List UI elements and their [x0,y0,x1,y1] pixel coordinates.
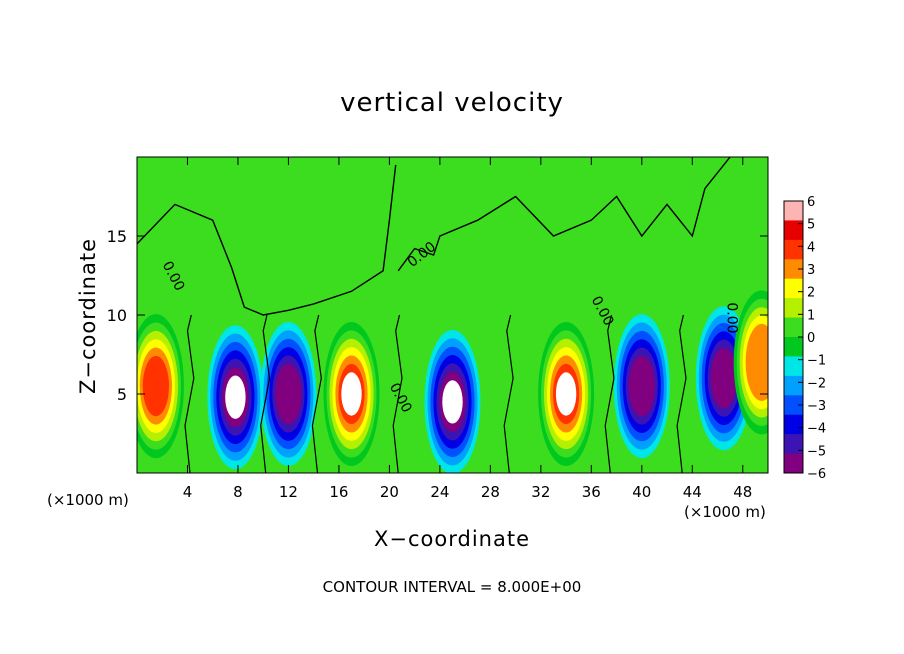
colorbar-tick-label: 6 [807,195,815,210]
contour-line [137,164,397,316]
y-tick-label: 5 [117,385,127,404]
velocity-cell [424,329,481,473]
velocity-band [225,375,246,419]
x-tick-label: 32 [531,483,550,501]
contour-line [260,314,271,473]
y-axis-label: Z−coordinate [76,238,100,394]
y-axis-ticks: 5 10 15 [107,227,768,404]
colorbar-swatch [784,259,803,280]
x-tick-label: 24 [430,483,449,501]
velocity-band [341,372,362,416]
colorbar-tick-label: −4 [807,422,826,437]
velocity-cell [538,322,595,466]
contour-line [184,314,195,473]
x-axis-label: X−coordinate [374,527,530,551]
contour-line [604,314,615,473]
x-tick-label: 4 [183,483,193,501]
colorbar-tick-label: 0 [807,331,815,346]
colorbar: 6 5 4 3 2 1 0 −1 −2 −3 −4 −5 −6 [783,195,826,482]
contour-line [397,157,731,272]
colorbar-swatch [784,434,803,455]
colorbar-swatch [784,201,803,221]
colorbar-swatch [784,317,803,338]
colorbar-swatch [784,375,803,396]
velocity-field [137,290,768,473]
colorbar-swatch [784,220,803,241]
contour-line [676,314,687,473]
x-tick-label: 48 [733,483,752,501]
colorbar-tick-label: 1 [807,308,815,323]
velocity-band [278,372,299,416]
y-tick-label: 15 [107,227,127,246]
colorbar-swatch [784,278,803,299]
x-tick-label: 28 [481,483,500,501]
velocity-cell [207,325,264,470]
colorbar-swatch [784,337,803,357]
velocity-band [631,364,652,408]
x-tick-label: 44 [683,483,702,501]
colorbar-swatch [784,395,803,416]
x-unit-label-left: (×1000 m) [47,491,129,509]
x-tick-label: 20 [380,483,399,501]
velocity-band [145,364,167,408]
velocity-band [713,356,734,400]
colorbar-tick-label: 5 [807,218,815,233]
colorbar-swatch [784,298,803,319]
x-tick-label: 40 [632,483,651,501]
x-tick-label: 8 [233,483,243,501]
contour-label: 0.00 [724,302,740,333]
colorbar-swatch [784,356,803,377]
colorbar-tick-label: −3 [807,399,826,414]
velocity-cell [323,322,380,466]
colorbar-tick-label: −6 [807,467,826,482]
colorbar-tick-label: −1 [807,354,826,369]
y-tick-label: 10 [107,306,127,325]
contour-line [311,314,322,473]
velocity-cell [137,314,184,459]
velocity-cell [733,290,768,435]
contour-line [503,314,514,473]
x-axis-ticks: 4 8 12 16 20 24 28 32 36 40 44 48 [183,157,752,501]
colorbar-swatch [784,414,803,435]
velocity-band [751,340,768,385]
colorbar-tick-label: −2 [807,376,826,391]
velocity-band [442,380,463,424]
contour-interval-note: CONTOUR INTERVAL = 8.000E+00 [322,578,582,596]
velocity-cell [613,314,670,459]
colorbar-tick-label: 4 [807,240,815,255]
chart-title: vertical velocity [340,88,564,118]
zero-contours [137,157,731,473]
x-tick-label: 12 [279,483,298,501]
colorbar-tick-label: 2 [807,286,815,301]
x-tick-label: 16 [329,483,348,501]
contour-line [392,314,403,473]
colorbar-tick-label: −5 [807,444,826,459]
velocity-band [555,372,577,416]
x-tick-label: 36 [582,483,601,501]
colorbar-swatch [784,453,803,474]
velocity-cell [260,322,317,466]
colorbar-tick-label: 3 [807,263,815,278]
x-unit-label-right: (×1000 m) [684,503,766,521]
colorbar-swatch [784,239,803,260]
